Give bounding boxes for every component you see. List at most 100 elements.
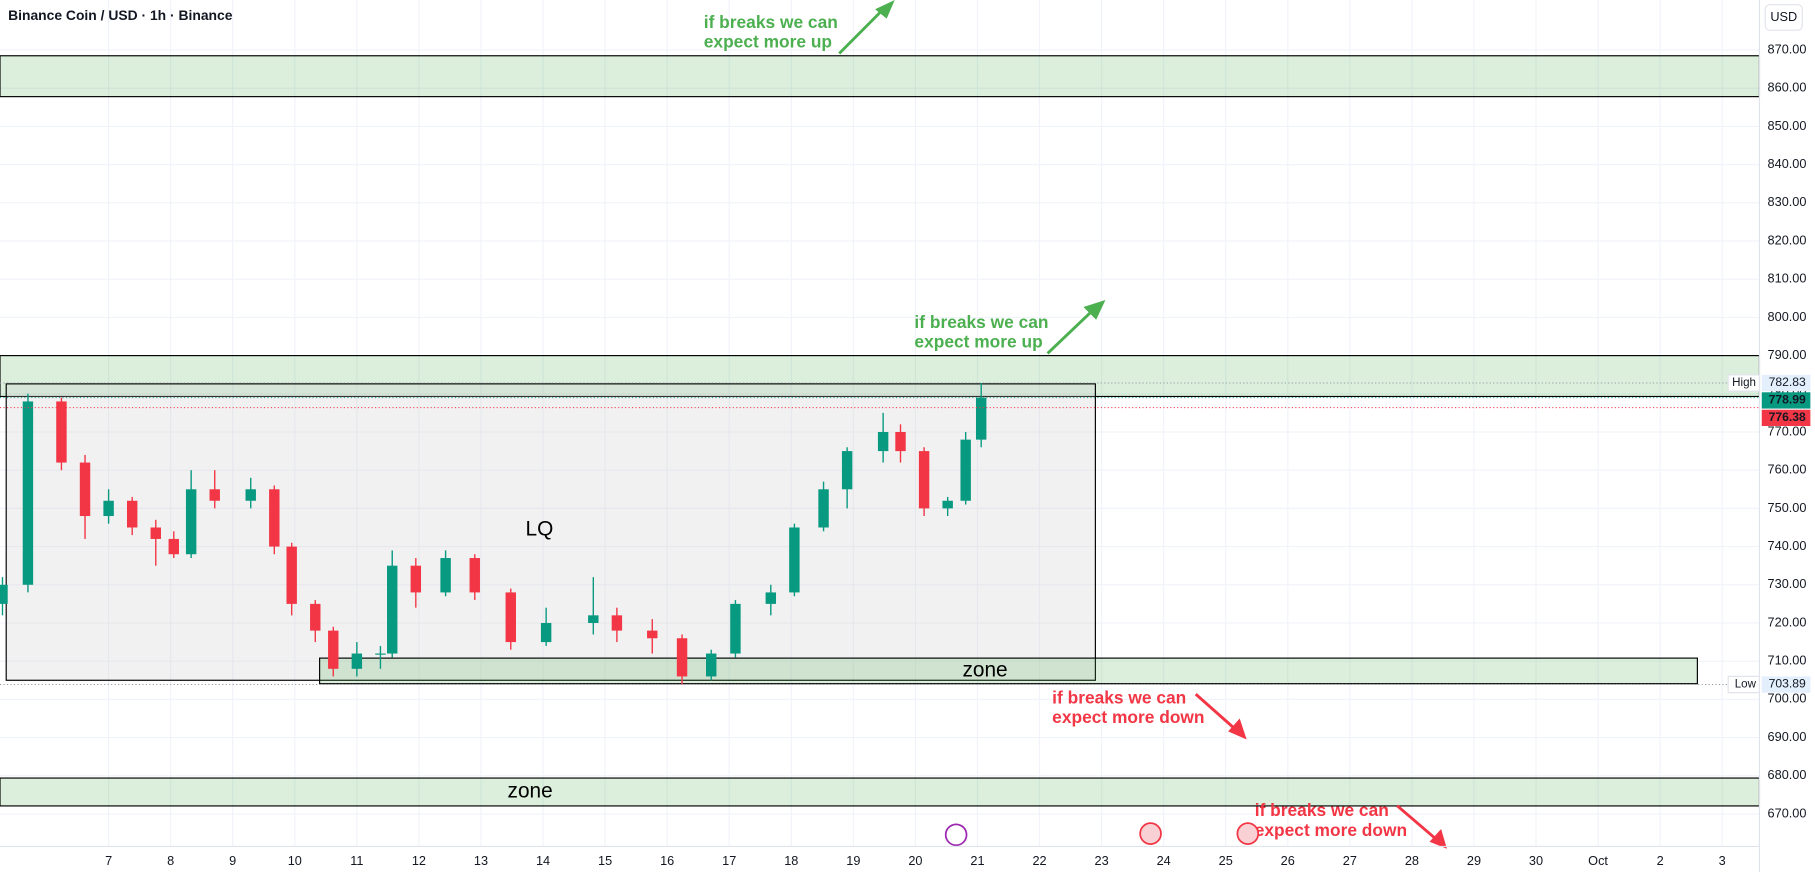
zone [319, 657, 1698, 685]
price-tag-value: 778.99 [1769, 393, 1806, 407]
candle-body [22, 401, 34, 585]
zone-label: zone [508, 779, 553, 802]
arrow-head [875, 0, 895, 19]
x-tick-label: 9 [229, 853, 236, 868]
y-tick-label: 860.00 [1768, 80, 1807, 95]
x-tick-label: 10 [288, 853, 302, 868]
arrow [1396, 804, 1438, 841]
event-icon [1139, 822, 1162, 845]
candle-body [960, 439, 971, 501]
x-tick-label: 2 [1657, 853, 1664, 868]
candle-body [328, 630, 339, 669]
candle-body [185, 489, 197, 555]
symbol-title: Binance Coin / USD · 1h · Binance [8, 7, 233, 23]
y-tick-label: 730.00 [1768, 576, 1807, 591]
zone-label: LQ [526, 518, 554, 541]
price-tag [1761, 409, 1811, 427]
zone [0, 55, 1761, 98]
annotation-text: if breaks we can [914, 312, 1048, 332]
y-tick-label: 810.00 [1768, 271, 1807, 286]
candle-body [706, 653, 717, 677]
y-tick-label: 770.00 [1768, 423, 1807, 438]
candle-body [505, 592, 516, 643]
candle-body [818, 489, 829, 528]
candles-layer [0, 382, 1760, 685]
candle-body [895, 431, 906, 452]
candle-body [765, 592, 777, 604]
price-tag-name: Low [1735, 678, 1757, 691]
candle-body [676, 638, 688, 677]
y-tick-label: 830.00 [1768, 194, 1807, 209]
x-tick-label: 30 [1529, 853, 1543, 868]
y-tick-label: 680.00 [1768, 767, 1807, 782]
y-tick-label: 790.00 [1768, 347, 1807, 362]
candle-body [942, 500, 953, 509]
y-tick-label: 800.00 [1768, 309, 1807, 324]
x-tick-label: Oct [1588, 853, 1608, 868]
event-icons [944, 822, 1260, 847]
x-tick-label: 21 [970, 853, 984, 868]
price-tag [1761, 392, 1811, 409]
arrow-head [1083, 299, 1106, 320]
candle-body [351, 653, 363, 669]
candle-body [0, 584, 8, 604]
arrow [838, 5, 887, 55]
event-icon [1236, 822, 1260, 845]
price-tag-name-box [1727, 374, 1761, 392]
candle-body [286, 546, 297, 604]
candle-body [877, 431, 889, 452]
price-tag-value: 776.38 [1769, 410, 1806, 424]
x-tick-label: 22 [1032, 853, 1046, 868]
candle-body [310, 603, 321, 631]
candle-body [918, 451, 930, 509]
x-tick-label: 13 [474, 853, 488, 868]
candle-body [647, 630, 658, 639]
x-tick-label: 3 [1719, 853, 1726, 868]
x-tick-label: 7 [105, 853, 112, 868]
candle-body [387, 565, 398, 654]
zone-label: zone [962, 658, 1007, 681]
currency-button-label[interactable]: USD [1770, 9, 1797, 24]
zones-layer: LQ zone zone [0, 55, 1761, 807]
candle-body [469, 558, 480, 593]
y-tick-label: 870.00 [1768, 41, 1807, 56]
price-tag [1761, 676, 1811, 693]
price-tag-value: 703.89 [1769, 677, 1806, 691]
x-tick-label: 24 [1157, 853, 1171, 868]
y-tick-label: 850.00 [1768, 118, 1807, 133]
candle-body [103, 500, 114, 517]
candle-body [126, 500, 138, 528]
x-tick-label: 20 [908, 853, 922, 868]
x-tick-label: 27 [1343, 853, 1357, 868]
y-tick-label: 670.00 [1768, 805, 1807, 820]
y-tick-label: 840.00 [1768, 156, 1807, 171]
x-tick-label: 16 [660, 853, 674, 868]
candle-body [168, 538, 179, 555]
y-tick-label: 720.00 [1768, 614, 1807, 629]
y-tick-label: 820.00 [1768, 232, 1807, 247]
x-tick-label: 18 [784, 853, 798, 868]
y-tick-label: 710.00 [1768, 653, 1807, 668]
candle-body [540, 622, 552, 643]
x-tick-label: 19 [846, 853, 860, 868]
y-tick-label: 700.00 [1768, 691, 1807, 706]
candle-body [841, 451, 853, 490]
candle-body [410, 565, 422, 593]
candle-body [150, 527, 161, 539]
y-tick-label: 750.00 [1768, 500, 1807, 515]
x-tick-label: 8 [167, 853, 174, 868]
currency-button[interactable] [1764, 4, 1803, 31]
arrow [1046, 308, 1095, 355]
x-tick-label: 14 [536, 853, 550, 868]
price-tag-value: 782.83 [1769, 375, 1806, 389]
annotation-text: if breaks we can [704, 12, 838, 32]
x-tick-label: 28 [1405, 853, 1419, 868]
annotation-text: expect more up [704, 32, 832, 52]
candle-body [440, 558, 451, 593]
candle-body [375, 653, 386, 655]
candle-body [209, 489, 220, 501]
annotation-text: if breaks we can [1052, 687, 1186, 707]
annotation-text: if breaks we can [1255, 800, 1389, 820]
